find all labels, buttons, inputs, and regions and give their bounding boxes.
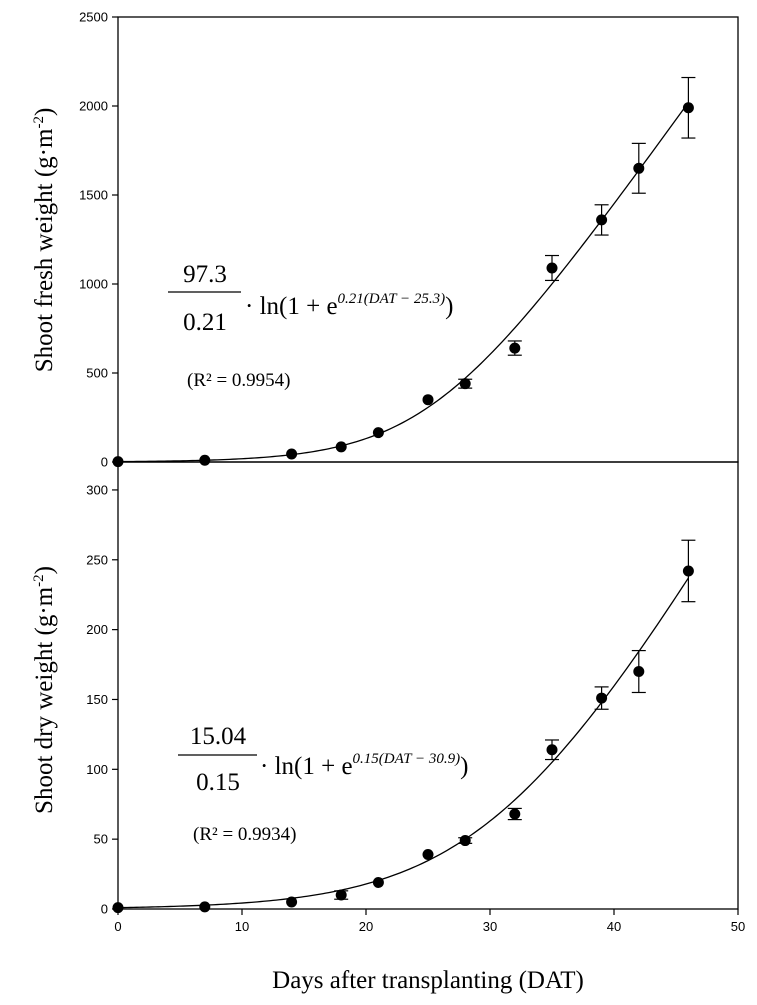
bottom-data-point [509, 808, 521, 820]
bottom-y-tick-label: 50 [94, 832, 108, 847]
top-y-axis-title: Shoot fresh weight (g·m-2) [31, 108, 58, 373]
x-tick-label: 0 [114, 919, 121, 934]
bottom-fit-curve [117, 577, 689, 909]
top-data-point [633, 162, 645, 174]
bottom-y-tick-label: 150 [86, 692, 108, 707]
bottom-data-point [422, 849, 434, 861]
bottom-eq-denominator: 0.15 [196, 769, 240, 796]
bottom-y-axis-title: Shoot dry weight (g·m-2) [31, 566, 58, 814]
top-y-axis: 0 500 1000 1500 2000 2500 [79, 10, 118, 470]
x-tick-label: 30 [483, 919, 497, 934]
top-data-marks [112, 76, 696, 468]
x-tick-label: 50 [731, 919, 745, 934]
bottom-data-point [286, 896, 298, 908]
bottom-data-marks [112, 539, 696, 914]
x-tick-label: 10 [235, 919, 249, 934]
top-data-point [596, 214, 608, 226]
bottom-data-point [372, 876, 384, 888]
top-y-tick-label: 2500 [79, 10, 108, 25]
bottom-eq-numerator: 15.04 [190, 723, 247, 750]
top-data-point [286, 448, 298, 460]
bottom-plot-frame [117, 461, 739, 910]
bottom-y-tick-label: 300 [86, 482, 108, 497]
bottom-y-axis-title-close: ) [31, 566, 58, 574]
top-eq-close: ) [445, 293, 453, 320]
bottom-data-point [596, 692, 608, 704]
bottom-eq-body-text: · ln(1 + e [260, 753, 353, 780]
bottom-y-axis-title-unit: m [31, 586, 58, 606]
bottom-eq-close: ) [460, 753, 468, 780]
bottom-eq-exponent: 0.15(DAT − 30.9) [353, 751, 461, 767]
bottom-data-point [633, 666, 645, 678]
top-panel: 0 500 1000 1500 2000 2500 Shoot fresh weight … [31, 10, 739, 470]
bottom-panel: 0 50 100 150 200 250 300 0 10 20 30 40 50 Shoot dry… [31, 461, 745, 994]
top-eq-body-text: · ln(1 + e [245, 293, 338, 320]
top-y-tick-label: 1000 [79, 277, 108, 292]
top-eq-exponent: 0.21(DAT − 25.3) [338, 291, 446, 307]
top-eq-body: · ln(1 + e0.21(DAT − 25.3)) [245, 291, 454, 320]
top-y-tick-label: 1500 [79, 188, 108, 203]
top-fit-curve [117, 102, 689, 463]
top-data-point [682, 102, 694, 114]
top-y-axis-title-main: Shoot fresh weight (g [31, 156, 58, 372]
top-data-point [335, 441, 347, 453]
top-eq-denominator: 0.21 [183, 309, 227, 336]
top-y-axis-title-exponent: -2 [31, 116, 47, 129]
bottom-data-point [335, 889, 347, 901]
x-tick-label: 40 [607, 919, 621, 934]
x-axis-title: Days after transplanting (DAT) [272, 967, 584, 994]
bottom-equation: 15.04 0.15 · ln(1 + e0.15(DAT − 30.9)) (… [178, 723, 469, 845]
top-eq-r2: (R² = 0.9954) [187, 370, 291, 391]
bottom-data-point [546, 744, 558, 756]
bottom-y-tick-label: 0 [101, 902, 108, 917]
bottom-y-axis-title-dot: · [31, 606, 58, 614]
top-data-point [422, 394, 434, 406]
bottom-y-tick-label: 200 [86, 622, 108, 637]
top-y-axis-title-unit: m [31, 128, 58, 148]
bottom-data-point [459, 835, 471, 847]
bottom-eq-body: · ln(1 + e0.15(DAT − 30.9)) [260, 751, 469, 780]
bottom-y-axis: 0 50 100 150 200 250 300 [86, 482, 118, 917]
top-data-point [509, 342, 521, 354]
bottom-y-axis-title-exponent: -2 [31, 574, 47, 587]
top-data-point [459, 378, 471, 390]
bottom-data-point [682, 565, 694, 577]
top-y-axis-title-close: ) [31, 108, 58, 116]
top-data-point [372, 427, 384, 439]
x-tick-label: 20 [359, 919, 373, 934]
top-y-tick-label: 0 [101, 455, 108, 470]
top-y-tick-label: 500 [86, 366, 108, 381]
bottom-y-tick-label: 250 [86, 552, 108, 567]
top-eq-numerator: 97.3 [183, 261, 227, 288]
bottom-data-point [199, 901, 211, 913]
top-data-point [546, 262, 558, 274]
top-data-point [199, 454, 211, 466]
bottom-y-tick-label: 100 [86, 762, 108, 777]
top-equation: 97.3 0.21 · ln(1 + e0.21(DAT − 25.3)) (R… [168, 261, 454, 391]
top-y-axis-title-dot: · [31, 148, 58, 156]
bottom-y-axis-title-main: Shoot dry weight (g [31, 614, 58, 814]
x-axis: 0 10 20 30 40 50 [114, 909, 745, 934]
bottom-eq-r2: (R² = 0.9934) [193, 824, 297, 845]
bottom-data-point [112, 902, 124, 914]
top-y-tick-label: 2000 [79, 99, 108, 114]
